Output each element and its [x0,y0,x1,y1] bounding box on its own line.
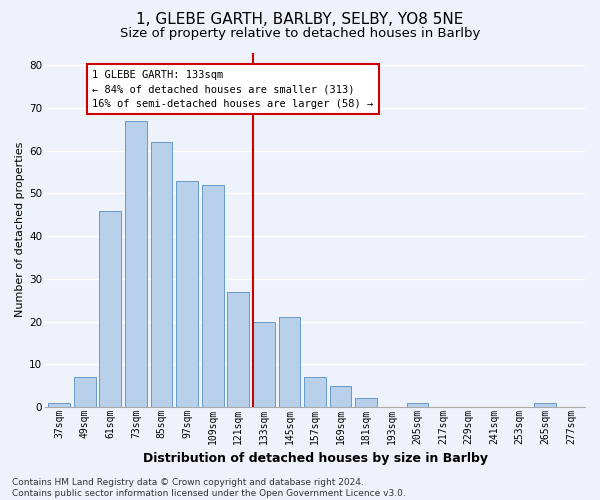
Bar [407,403,428,407]
Bar [151,142,172,407]
Bar [202,185,224,407]
Text: Contains HM Land Registry data © Crown copyright and database right 2024.
Contai: Contains HM Land Registry data © Crown c… [12,478,406,498]
Bar [176,180,198,407]
Bar [535,403,556,407]
Text: Size of property relative to detached houses in Barlby: Size of property relative to detached ho… [120,28,480,40]
Bar [278,318,301,407]
Bar [48,403,70,407]
Bar [227,292,249,407]
Text: 1 GLEBE GARTH: 133sqm
← 84% of detached houses are smaller (313)
16% of semi-det: 1 GLEBE GARTH: 133sqm ← 84% of detached … [92,70,374,109]
Bar [330,386,352,407]
Bar [100,210,121,407]
Bar [304,377,326,407]
X-axis label: Distribution of detached houses by size in Barlby: Distribution of detached houses by size … [143,452,488,465]
Y-axis label: Number of detached properties: Number of detached properties [15,142,25,318]
Bar [74,377,95,407]
Bar [253,322,275,407]
Text: 1, GLEBE GARTH, BARLBY, SELBY, YO8 5NE: 1, GLEBE GARTH, BARLBY, SELBY, YO8 5NE [136,12,464,28]
Bar [125,121,147,407]
Bar [355,398,377,407]
